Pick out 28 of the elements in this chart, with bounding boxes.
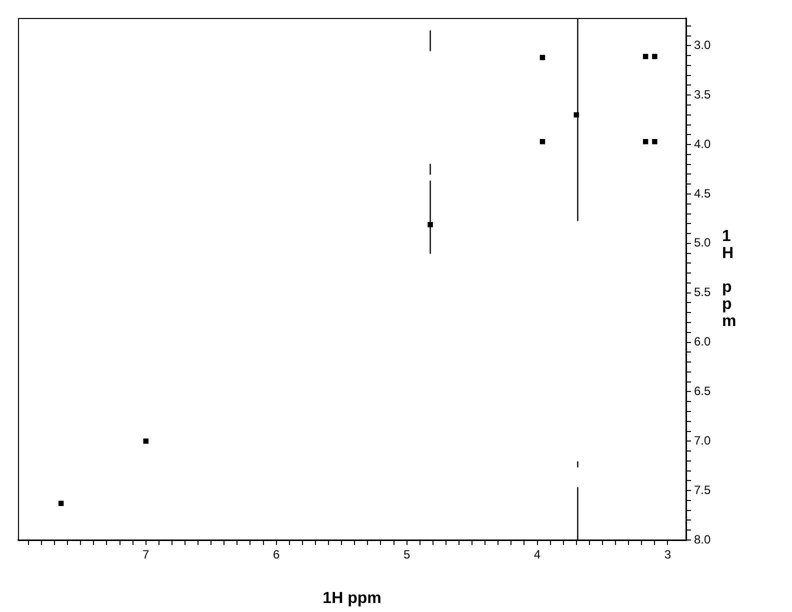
x-tick-label: 3: [664, 548, 672, 562]
point: [428, 222, 433, 228]
x-axis-title: 1H ppm: [322, 590, 382, 607]
point: [574, 112, 580, 118]
y-tick-label: 7.5: [694, 482, 712, 497]
y-tick-label: 3.5: [694, 87, 712, 102]
y-tick-label: 4.5: [694, 186, 712, 200]
point: [540, 54, 546, 60]
y-tick-label: 4.0: [694, 136, 712, 151]
y-tick-label: 3.0: [694, 38, 712, 52]
point: [652, 54, 658, 60]
x-tick-label: 5: [403, 548, 410, 562]
y-axis-title: 1H ppm: [722, 228, 736, 330]
y-tick-label: 5.5: [694, 285, 712, 300]
x-tick-label: 4: [534, 548, 541, 562]
point: [642, 138, 648, 144]
point: [642, 54, 648, 60]
point: [652, 138, 658, 144]
y-tick-label: 5.0: [694, 236, 712, 250]
point: [58, 500, 64, 506]
y-tick-label: 6.5: [694, 384, 712, 398]
x-tick-label: 7: [142, 548, 150, 562]
point: [143, 438, 148, 444]
x-tick-label: 6: [272, 548, 280, 562]
y-tick-label: 6.0: [694, 334, 712, 349]
point: [540, 138, 546, 144]
y-tick-label: 7.0: [694, 433, 712, 448]
y-tick-label: 8.0: [694, 532, 712, 546]
